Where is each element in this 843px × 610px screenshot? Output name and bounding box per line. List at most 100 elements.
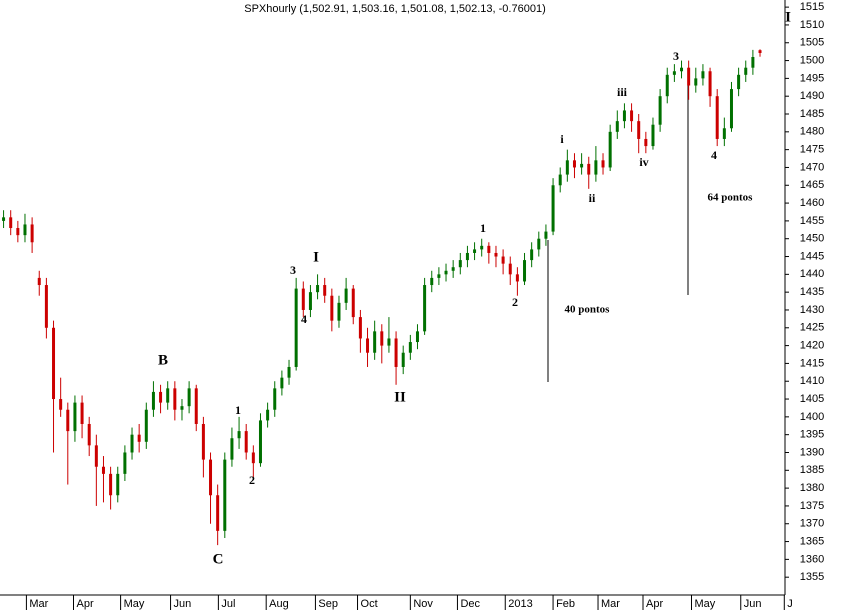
y-tick-label: 1365 [800, 535, 824, 547]
y-tick-label: 1455 [800, 215, 824, 227]
candle-body [430, 277, 434, 286]
candle-body [694, 78, 698, 86]
candle-body [515, 274, 519, 282]
candle-body [680, 67, 684, 72]
x-tick-label: Aug [269, 598, 289, 610]
candle-body [473, 249, 477, 253]
candle-body [401, 352, 405, 367]
annotation: 1 [480, 221, 486, 235]
y-tick-label: 1405 [800, 393, 824, 405]
y-tick-label: 1400 [800, 411, 824, 423]
candle-body [180, 406, 184, 410]
y-tick-label: 1450 [800, 233, 824, 245]
candle-body [216, 495, 220, 531]
candle-body [544, 231, 548, 239]
x-tick-label: 2013 [508, 598, 532, 610]
candle-body [266, 409, 270, 421]
candle-body [722, 128, 726, 139]
candle-body [658, 96, 662, 125]
candle-body [451, 267, 455, 271]
candle-body [672, 71, 676, 75]
candle-body [209, 459, 213, 496]
candle-body [59, 399, 63, 410]
candle-body [151, 391, 155, 410]
candle-body [465, 252, 469, 261]
y-tick-label: 1480 [800, 126, 824, 138]
annotation: i [560, 132, 564, 146]
candle-body [715, 96, 719, 139]
candle-body [287, 366, 291, 378]
annotation: iv [639, 155, 648, 169]
candle-body [380, 331, 384, 346]
y-tick-label: 1495 [800, 72, 824, 84]
candle-body [223, 459, 227, 531]
candle-body [744, 67, 748, 75]
candle-body [308, 292, 312, 310]
candle-body [480, 245, 484, 250]
candle-body [130, 434, 134, 453]
candle-body [394, 338, 398, 367]
candle-body [323, 285, 327, 296]
candle-body [30, 224, 34, 243]
candle-body [508, 263, 512, 275]
annotation: B [158, 352, 168, 368]
candle-body [273, 388, 277, 410]
candle-body [366, 338, 370, 353]
candle-body [551, 185, 555, 232]
candle-body [637, 121, 641, 139]
y-tick-label: 1460 [800, 197, 824, 209]
candle-body [615, 121, 619, 132]
annotation: I [313, 249, 319, 265]
candle-body [194, 388, 198, 424]
y-tick-label: 1380 [800, 482, 824, 494]
x-tick-label: Oct [361, 598, 378, 610]
candle-body [530, 249, 534, 261]
annotation: 2 [249, 473, 255, 487]
candle-body [558, 174, 562, 186]
candle-body [415, 331, 419, 343]
y-tick-label: 1505 [800, 37, 824, 49]
candle-body [344, 288, 348, 303]
y-tick-label: 1385 [800, 464, 824, 476]
annotation: 2 [512, 295, 518, 309]
candle-body [73, 402, 77, 432]
y-tick-label: 1370 [800, 518, 824, 530]
x-tick-label: May [695, 598, 716, 610]
annotation: 3 [290, 263, 296, 277]
x-tick-label: Nov [413, 598, 433, 610]
candle-body [494, 252, 498, 257]
x-tick-label: Jul [221, 598, 235, 610]
y-tick-label: 1485 [800, 108, 824, 120]
candle-body [294, 288, 298, 367]
annotation: iii [617, 85, 628, 99]
x-tick-label: Dec [460, 598, 480, 610]
candle-body [580, 163, 584, 168]
candle-body [437, 274, 441, 278]
candle-body [173, 388, 177, 410]
y-tick-label: 1355 [800, 571, 824, 583]
candle-body [330, 295, 334, 321]
candle-body [751, 57, 755, 68]
y-tick-label: 1490 [800, 90, 824, 102]
candle-body [23, 224, 27, 236]
candle-body [601, 160, 605, 168]
annotation: 4 [711, 148, 717, 162]
annotation: 40 pontos [565, 304, 611, 316]
x-tick-label: May [124, 598, 145, 610]
candle-body [316, 285, 320, 293]
y-tick-label: 1440 [800, 268, 824, 280]
y-tick-label: 1470 [800, 161, 824, 173]
x-tick-label: Jun [744, 598, 762, 610]
x-tick-label: Apr [646, 598, 663, 610]
candle-body [644, 138, 648, 147]
y-tick-label: 1465 [800, 179, 824, 191]
chart-title: SPXhourly (1,502.91, 1,503.16, 1,501.08,… [244, 3, 546, 15]
candle-body [251, 452, 255, 464]
y-tick-label: 1500 [800, 54, 824, 66]
candle-body [537, 238, 541, 250]
x-tick-label: Mar [29, 598, 48, 610]
candle-body [87, 423, 91, 446]
candle-body [565, 160, 569, 175]
y-tick-label: 1395 [800, 429, 824, 441]
y-tick-label: 1420 [800, 340, 824, 352]
